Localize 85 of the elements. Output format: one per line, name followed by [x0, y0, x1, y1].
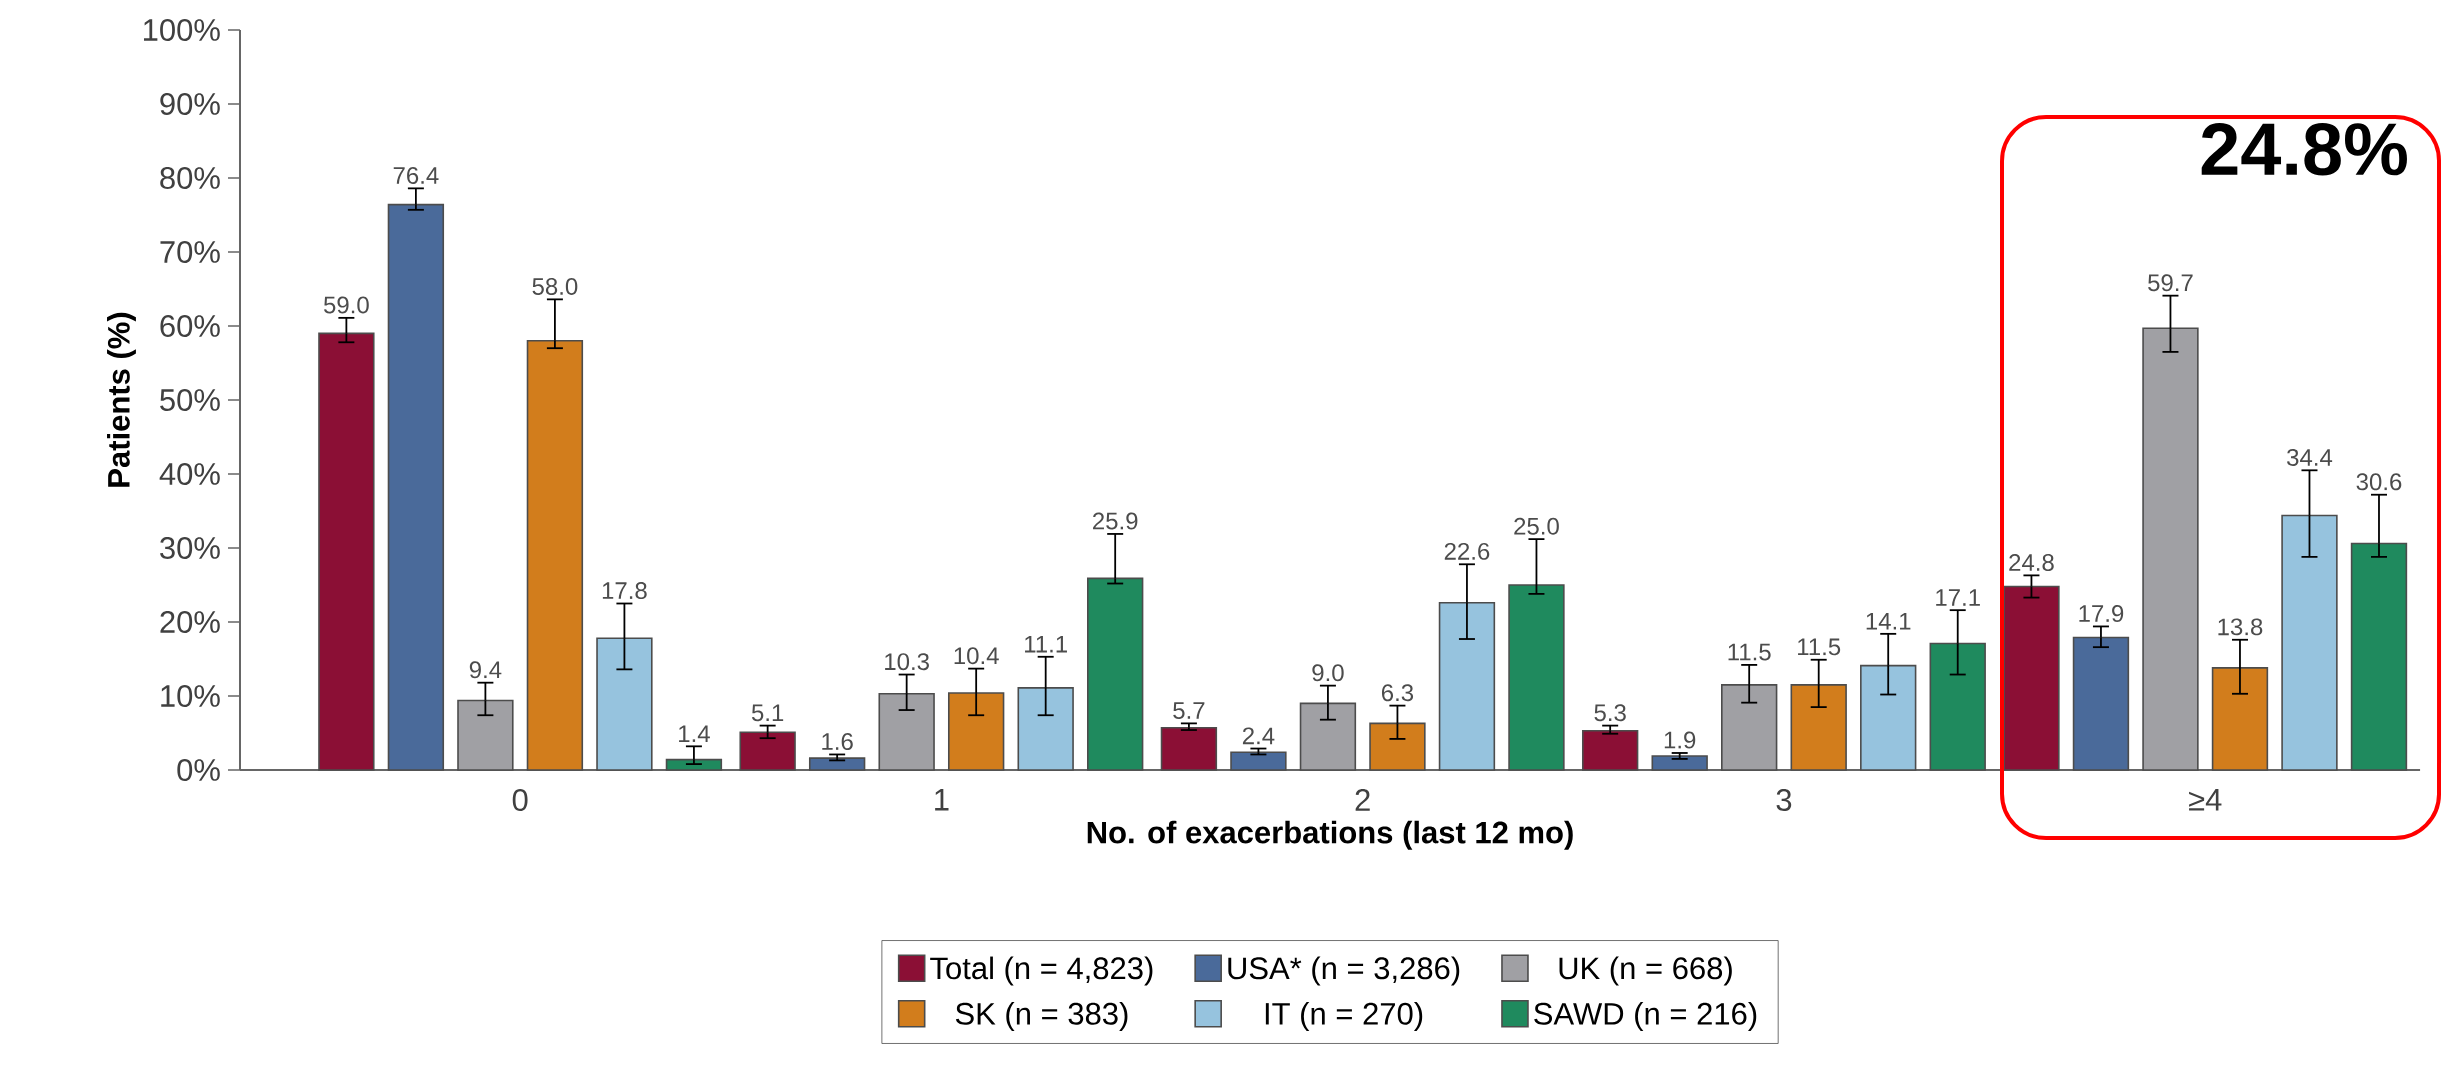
bar: [1299, 702, 1357, 771]
data-label: 13.8: [2218, 618, 2263, 636]
data-label: 5.1: [751, 704, 784, 722]
legend-label: USA* (n = 3,286): [1228, 956, 1460, 986]
data-label: 17.8: [602, 582, 647, 600]
bar: [1087, 577, 1144, 771]
y-tick-label: 10%: [161, 685, 220, 707]
data-label: 17.1: [1936, 589, 1980, 606]
data-label: 10.4: [954, 647, 999, 665]
y-tick-label: 70%: [160, 241, 220, 263]
data-label: 11.5: [1798, 638, 1841, 656]
data-label: 25.0: [1514, 517, 1559, 535]
data-label: 59.0: [323, 296, 369, 314]
bar: [1790, 684, 1847, 771]
data-label: 1.9: [1664, 731, 1696, 749]
data-label: 17.9: [2079, 605, 2124, 623]
data-label: 58.0: [532, 277, 578, 295]
legend-label: IT (n = 270): [1265, 1002, 1423, 1031]
data-label: 5.3: [1594, 704, 1626, 722]
data-label: 14.1: [1866, 612, 1911, 630]
data-label: 30.6: [2356, 473, 2402, 491]
data-label: 1.6: [822, 733, 853, 751]
x-tick-label: 3: [1776, 789, 1792, 812]
bar: [1017, 687, 1074, 771]
bar: [1230, 751, 1287, 771]
bar: [1508, 584, 1565, 771]
bar: [318, 332, 375, 771]
bar: [1860, 664, 1917, 771]
data-label: 24.8: [2009, 554, 2054, 571]
y-axis-title: Patients (%): [107, 312, 136, 487]
bar: [1160, 727, 1218, 771]
bar: [878, 692, 935, 771]
data-label: 9.4: [469, 661, 502, 679]
bar: [808, 757, 866, 771]
bar: [739, 731, 796, 771]
data-label: 34.4: [2287, 448, 2333, 466]
annotation: 24.8%: [2201, 123, 2407, 176]
bar: [1438, 601, 1496, 771]
bar: [2072, 636, 2130, 771]
bar: [457, 699, 514, 771]
y-tick-label: 80%: [160, 167, 220, 189]
bar: [526, 340, 584, 771]
data-label: 6.3: [1381, 684, 1414, 702]
y-tick-label: 60%: [160, 315, 220, 337]
legend-label: UK (n = 668): [1559, 956, 1732, 986]
data-label: 9.0: [1312, 664, 1344, 682]
x-tick-label: 1: [935, 789, 949, 811]
bar: [596, 637, 653, 771]
data-label: 11.1: [1025, 635, 1067, 653]
y-tick-label: 20%: [160, 611, 220, 633]
bar: [1581, 729, 1639, 771]
legend-label: Total (n = 4,823): [930, 956, 1153, 986]
legend-label: SAWD (n = 216): [1534, 1002, 1757, 1031]
bar: [1651, 755, 1708, 771]
bar: [947, 692, 1005, 771]
y-tick-label: 40%: [159, 463, 220, 485]
data-label: 10.3: [885, 653, 929, 671]
x-tick-label: ≥4: [2189, 789, 2222, 811]
bar: [665, 758, 723, 771]
y-tick-label: 0%: [177, 759, 220, 781]
legend-label: SK (n = 383): [955, 1002, 1128, 1031]
y-tick-label: 100%: [144, 19, 220, 41]
data-label: 22.6: [1444, 542, 1490, 560]
bar: [1929, 642, 1986, 771]
x-tick-label: 2: [1355, 789, 1370, 811]
bar: [2281, 514, 2338, 771]
bar: [2350, 542, 2408, 771]
bar: [1721, 684, 1778, 771]
data-label: 1.4: [679, 725, 710, 742]
data-label: 76.4: [393, 166, 439, 184]
data-label: 11.5: [1728, 643, 1771, 661]
bar: [1369, 722, 1426, 771]
bar: [2142, 327, 2199, 771]
y-tick-label: 90%: [160, 93, 220, 115]
bar: [2211, 667, 2269, 771]
bar: [2003, 585, 2060, 771]
y-tick-label: 50%: [160, 389, 220, 411]
data-label: 25.9: [1093, 512, 1138, 530]
x-axis-title: No. of exacerbations (last 12 mo): [1087, 820, 1573, 850]
data-label: 5.7: [1173, 702, 1205, 719]
bar: [387, 203, 445, 771]
data-label: 59.7: [2148, 274, 2193, 292]
x-tick-label: 0: [512, 789, 528, 812]
y-tick-label: 30%: [160, 537, 220, 559]
data-label: 2.4: [1242, 727, 1275, 745]
